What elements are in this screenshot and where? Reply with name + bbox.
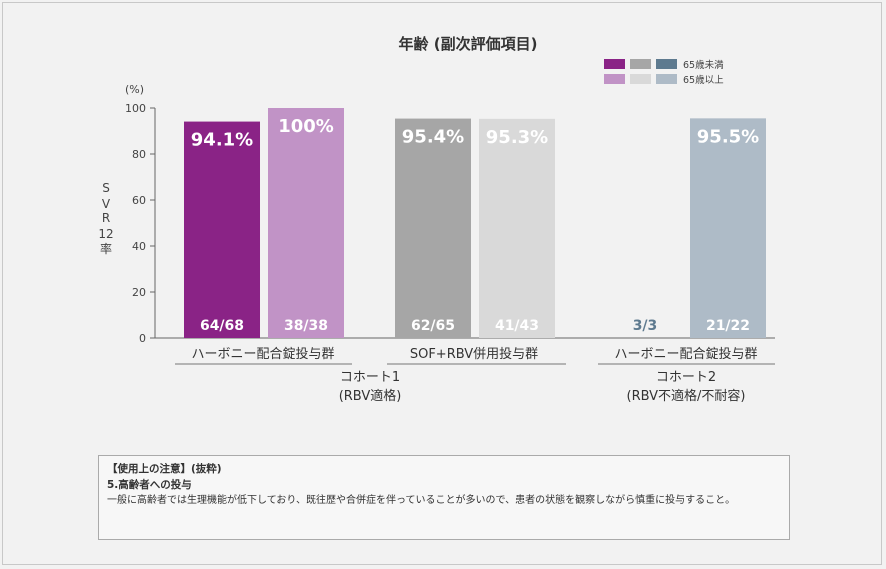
bar-count-label: 38/38 [284,318,328,334]
y-tick-label: 20 [132,286,146,299]
y-tick-label: 60 [132,194,146,207]
bar [184,121,260,338]
cohort-label: コホート2 [656,370,716,385]
bar [395,118,471,338]
bar-count-label: 64/68 [200,318,244,334]
legend-swatch [630,59,651,69]
caution-heading: 【使用上の注意】 [107,463,191,475]
legend-swatch [656,74,677,84]
bar-value-label: 95.5% [697,126,759,147]
cohort-sublabel: (RBV適格) [339,388,402,404]
bar-count-label: 62/65 [411,318,455,334]
legend-label: 65歳以上 [683,74,724,86]
bar-value-label: 95.3% [486,127,548,148]
bar-count-label: 21/22 [706,318,750,334]
bar-value-label: 94.1% [191,130,253,151]
bar [479,118,555,338]
y-tick-label: 80 [132,148,146,161]
caution-heading-sub: (抜粋) [191,463,222,475]
bar-count-label: 3/3 [633,318,658,334]
y-tick-label: 100 [125,102,146,115]
cohort-sublabel: (RBV不適格/不耐容) [627,388,746,404]
legend-swatch [604,59,625,69]
group-label: SOF+RBV併用投与群 [410,346,538,362]
y-axis-label-char: 率 [100,241,112,256]
legend-label: 65歳未満 [683,59,724,71]
bar [690,118,766,338]
bar [268,108,344,338]
caution-box: 【使用上の注意】(抜粋) 5.高齢者への投与 一般に高齢者では生理機能が低下して… [98,455,790,540]
group-label: ハーボニー配合錠投与群 [614,346,757,362]
bar-count-label: 41/43 [495,318,539,334]
bar-value-label: 100% [278,116,334,137]
y-tick-label: 0 [139,332,146,345]
legend-swatch [604,74,625,84]
caution-item-title: 5.高齢者への投与 [107,479,192,491]
y-axis-label-char: V [102,197,111,211]
legend-swatch [630,74,651,84]
y-axis-label-char: 12 [98,227,113,241]
group-label: ハーボニー配合錠投与群 [191,346,334,362]
y-axis-label-char: S [102,181,110,195]
y-unit-label: (%) [125,83,144,96]
chart-title: 年齢 (副次評価項目) [399,35,538,53]
legend-swatch [656,59,677,69]
cohort-label: コホート1 [340,370,400,385]
svr12-bar-chart: 年齢 (副次評価項目) 65歳未満 65歳以上 (%) SVR 12率 0 20 40 60 80 1… [98,35,775,404]
y-tick-label: 40 [132,240,146,253]
y-axis-label-char: R [102,211,110,225]
caution-body: 一般に高齢者では生理機能が低下しており、既往歴や合併症を伴っていることが多いので… [107,495,736,506]
bar-value-label: 95.4% [402,127,464,148]
